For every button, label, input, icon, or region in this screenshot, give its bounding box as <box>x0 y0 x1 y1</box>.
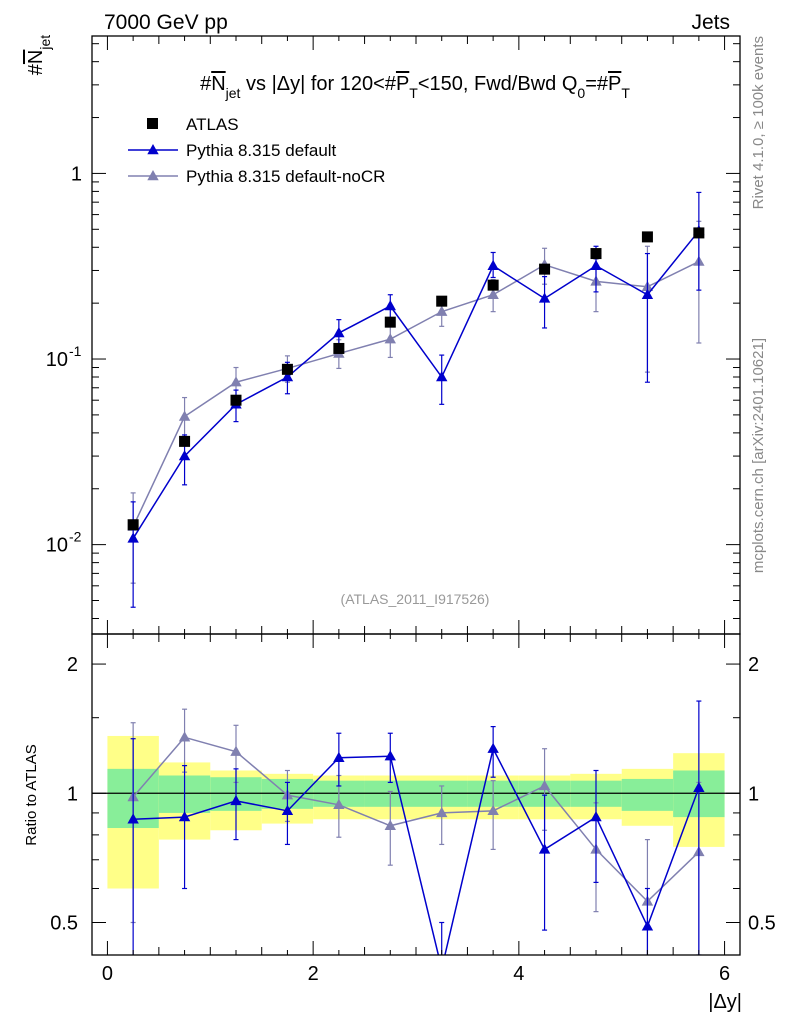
ratio-y-tick-label: 1 <box>67 783 78 805</box>
series-pythia-8-315-default-nocr <box>127 220 705 584</box>
legend-marker-triangle <box>147 170 159 181</box>
atlas-data-point <box>230 394 242 406</box>
header-right: Jets <box>691 11 730 34</box>
atlas-data-point <box>487 279 499 291</box>
atlas-data-point <box>127 519 139 531</box>
ratio-y-tick-label-right: 0.5 <box>748 912 776 934</box>
ratio-point <box>230 794 242 806</box>
atlas-data-point <box>333 342 345 354</box>
ratio-point <box>436 963 447 973</box>
ratio-line <box>133 746 700 955</box>
data-point <box>487 259 499 270</box>
ratio-point <box>333 751 345 762</box>
legend-label: Pythia 8.315 default-noCR <box>186 167 385 186</box>
ratio-point <box>178 731 191 742</box>
ratio-series-pythia-8-315-default <box>127 700 705 973</box>
y-tick-label-exponent: -2 <box>69 529 82 545</box>
ratio-point <box>384 750 396 761</box>
atlas-data-point <box>539 263 551 275</box>
data-point <box>178 450 191 461</box>
legend-label: Pythia 8.315 default <box>186 141 337 160</box>
data-point <box>641 288 654 299</box>
x-tick-label: 4 <box>513 963 524 985</box>
ratio-y-tick-label-right: 2 <box>748 654 759 676</box>
ratio-point <box>281 804 294 816</box>
ratio-point <box>178 811 191 822</box>
ratio-line <box>132 736 700 903</box>
axes: 0 2 4 610 -210 -110.5 0.51 12 2 <box>46 35 776 985</box>
data-point <box>436 305 448 316</box>
green-band-bin <box>621 778 674 811</box>
data-point <box>178 410 191 421</box>
legend: ATLAS Pythia 8.315 default Pythia 8.315 de… <box>128 115 385 186</box>
chart-title: #Njet vs |Δy| for 120<#PT<150, Fwd/Bwd Q… <box>200 73 630 101</box>
ratio-point <box>487 742 499 753</box>
x-tick-label: 6 <box>719 963 730 985</box>
series-line <box>132 260 700 527</box>
x-tick-label: 0 <box>102 963 113 985</box>
x-axis-label: |Δy| <box>708 991 742 1013</box>
atlas-data-point <box>436 295 448 307</box>
data-point <box>281 371 294 382</box>
ratio-point <box>333 798 345 810</box>
data-point <box>333 327 345 338</box>
atlas-data-point <box>641 231 653 243</box>
ratio-point <box>487 804 499 816</box>
legend-marker-triangle <box>147 144 159 155</box>
ratio-series-pythia-8-315-default-nocr <box>127 708 705 955</box>
ratio-point <box>230 745 242 756</box>
y-tick-label: 10 <box>46 535 68 557</box>
ratio-point <box>538 843 551 854</box>
ratio-point <box>590 811 602 822</box>
side-label-mcplots: mcplots.cern.ch [arXiv:2401.10621] <box>750 338 767 573</box>
data-point <box>230 376 242 387</box>
data-point <box>538 292 551 303</box>
series-atlas <box>127 227 705 531</box>
data-point <box>487 288 499 299</box>
series-line <box>132 230 700 539</box>
ratio-y-tick-label-right: 1 <box>748 783 759 805</box>
y-tick-label: 10 <box>46 349 68 371</box>
legend-label: ATLAS <box>186 115 239 134</box>
atlas-data-point <box>693 227 705 239</box>
x-tick-label: 2 <box>308 963 319 985</box>
data-point <box>384 333 396 344</box>
ratio-y-axis-label: Ratio to ATLAS <box>23 744 40 845</box>
ratio-point <box>693 781 705 792</box>
ratio-y-tick-label: 2 <box>67 654 78 676</box>
y-axis-label: #Njet <box>25 35 53 75</box>
data-point <box>590 259 602 270</box>
ratio-point <box>641 920 654 931</box>
analysis-tag: (ATLAS_2011_I917526) <box>341 591 490 607</box>
atlas-data-point <box>384 316 396 328</box>
data-point <box>384 300 396 311</box>
atlas-data-point <box>179 435 191 447</box>
ratio-y-tick-label: 0.5 <box>50 912 78 934</box>
ratio-point <box>384 819 396 830</box>
series-layer <box>127 191 705 973</box>
side-label-rivet: Rivet 4.1.0, ≥ 100k events <box>750 36 767 209</box>
ratio-point <box>436 806 448 818</box>
series-pythia-8-315-default <box>127 191 705 608</box>
y-tick-label: 1 <box>71 163 82 185</box>
legend-marker-square <box>147 118 158 129</box>
data-point <box>436 371 448 382</box>
data-point <box>127 532 139 543</box>
y-tick-label-exponent: -1 <box>69 343 82 359</box>
ratio-point <box>127 813 139 824</box>
atlas-data-point <box>281 363 293 375</box>
ratio-point <box>538 779 551 791</box>
atlas-data-point <box>590 248 602 260</box>
header-left: 7000 GeV pp <box>104 11 228 34</box>
